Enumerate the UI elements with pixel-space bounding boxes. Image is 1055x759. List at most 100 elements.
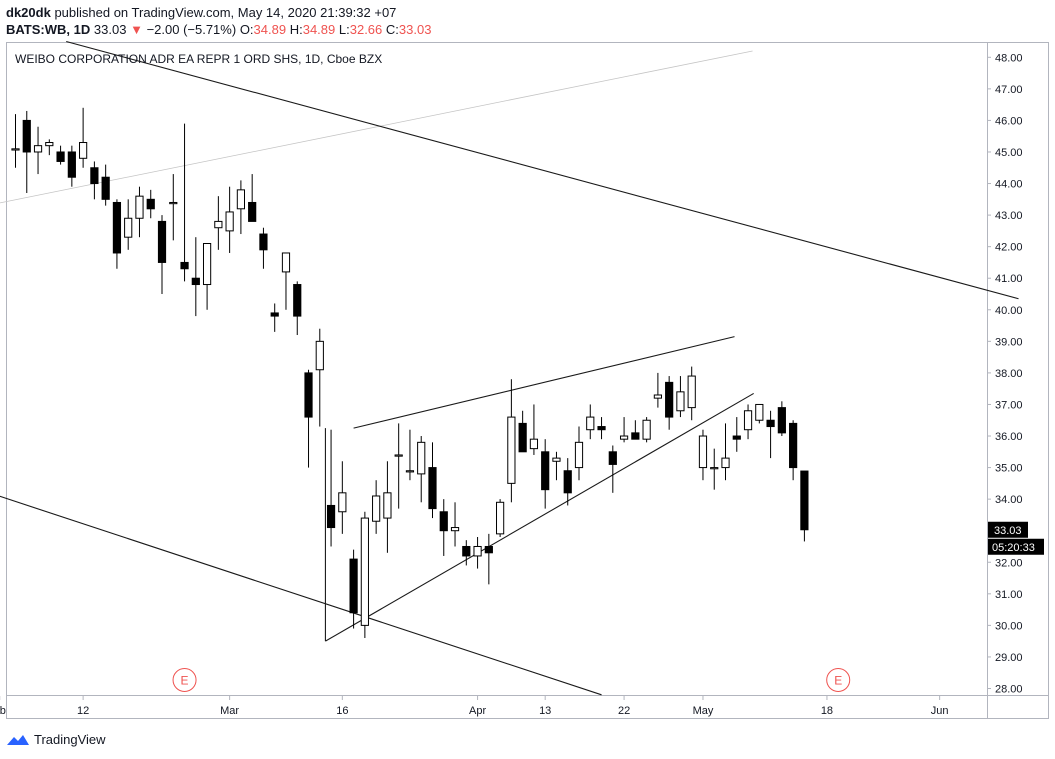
price-tick-label: 45.00 (995, 147, 1023, 159)
candle (101, 164, 110, 206)
open-value: 34.89 (253, 22, 287, 37)
candle-body (281, 252, 291, 273)
candle-body (428, 467, 437, 510)
candle-body (766, 419, 775, 428)
candle-body (180, 261, 189, 270)
time-tick-label: May (693, 705, 714, 717)
price-tick-label: 37.00 (995, 399, 1023, 411)
price-tick-label: 42.00 (995, 242, 1023, 254)
candle (586, 404, 595, 440)
candle (777, 401, 786, 437)
candle-body (124, 217, 133, 238)
earnings-marker: E (172, 668, 197, 692)
candle (552, 451, 561, 481)
price-tick-label: 31.00 (995, 589, 1023, 601)
candle (473, 537, 482, 569)
candle-body (439, 511, 448, 532)
author-name[interactable]: dk20dk (6, 5, 51, 20)
candle-body (135, 195, 144, 219)
time-tick-label: 16 (336, 705, 348, 717)
low-value: 32.66 (349, 22, 383, 37)
candle (372, 480, 381, 534)
candle-body (653, 394, 662, 399)
candle-body (698, 435, 708, 469)
trendline (0, 50, 753, 204)
price-tick-label: 34.00 (995, 494, 1023, 506)
candle (518, 410, 527, 453)
candle (496, 499, 505, 538)
candle (281, 252, 291, 310)
candle (124, 199, 133, 250)
candle (79, 107, 88, 168)
price-axis[interactable]: 48.00 47.00 46.00 45.00 44.00 43.00 42.00 41.00… (987, 52, 1023, 696)
candle-body (326, 504, 336, 529)
price-tick-label: 47.00 (995, 84, 1023, 96)
candle-body (90, 167, 99, 185)
price-tick-label: 38.00 (995, 368, 1023, 380)
candle-body (338, 492, 347, 513)
trendlines[interactable] (0, 40, 1019, 696)
candle (766, 410, 775, 459)
price-tick-label: 30.00 (995, 620, 1023, 632)
candle-body (563, 470, 572, 494)
close-label: C: (385, 22, 399, 37)
candle (417, 436, 426, 503)
candle (33, 126, 43, 175)
candle (507, 379, 516, 503)
candle (360, 511, 369, 639)
earnings-label: E (834, 674, 842, 688)
candle-body (79, 142, 88, 159)
candles[interactable] (11, 107, 809, 639)
candle (146, 189, 155, 219)
candle (56, 145, 65, 165)
candle (191, 237, 200, 317)
time-tick-label: b (0, 705, 6, 717)
candle-body (11, 148, 20, 151)
price-tick-label: 35.00 (995, 463, 1023, 475)
candle (732, 417, 741, 452)
chart-title: WEIBO CORPORATION ADR EA REPR 1 ORD SHS,… (15, 52, 383, 66)
candle (394, 423, 403, 509)
candle-body (462, 545, 471, 557)
candle-body (586, 416, 595, 431)
candle (45, 139, 54, 156)
time-axis[interactable]: b 12 Mar 16 Apr 13 22 May 18 Jun (0, 696, 949, 717)
candle (698, 429, 708, 481)
candle-body (789, 422, 798, 469)
last-price-text: 33.03 (994, 525, 1022, 537)
candle-body (304, 372, 313, 418)
candle-body (214, 220, 223, 229)
candle (721, 423, 730, 481)
footer-brand[interactable]: TradingView (6, 732, 106, 747)
candle (676, 376, 685, 418)
candle-body (169, 201, 178, 205)
earnings-marker: E (826, 668, 851, 692)
price-tick-label: 28.00 (995, 684, 1023, 696)
candle (304, 369, 313, 468)
price-tick-label: 29.00 (995, 652, 1023, 664)
candle (563, 458, 572, 506)
candle (653, 372, 662, 408)
candle-body (417, 441, 426, 475)
candle-body (405, 470, 415, 473)
candle-body (22, 119, 31, 153)
last-price-box (988, 521, 1028, 538)
candle-body (450, 527, 460, 532)
price-change: −2.00 (−5.71%) (146, 22, 237, 37)
candle-body (755, 403, 764, 421)
candle (270, 303, 279, 332)
candle (112, 199, 122, 269)
candle-body (541, 451, 550, 491)
candle-body (676, 391, 685, 412)
time-tick-label: Jun (931, 705, 949, 717)
candle (619, 417, 629, 443)
publish-header: dk20dk published on TradingView.com, May… (6, 4, 396, 21)
close-value: 33.03 (398, 22, 432, 37)
candle-body (473, 545, 482, 557)
candle (608, 445, 617, 493)
candle-body (710, 467, 719, 470)
candle (439, 499, 448, 556)
candle (135, 186, 144, 238)
